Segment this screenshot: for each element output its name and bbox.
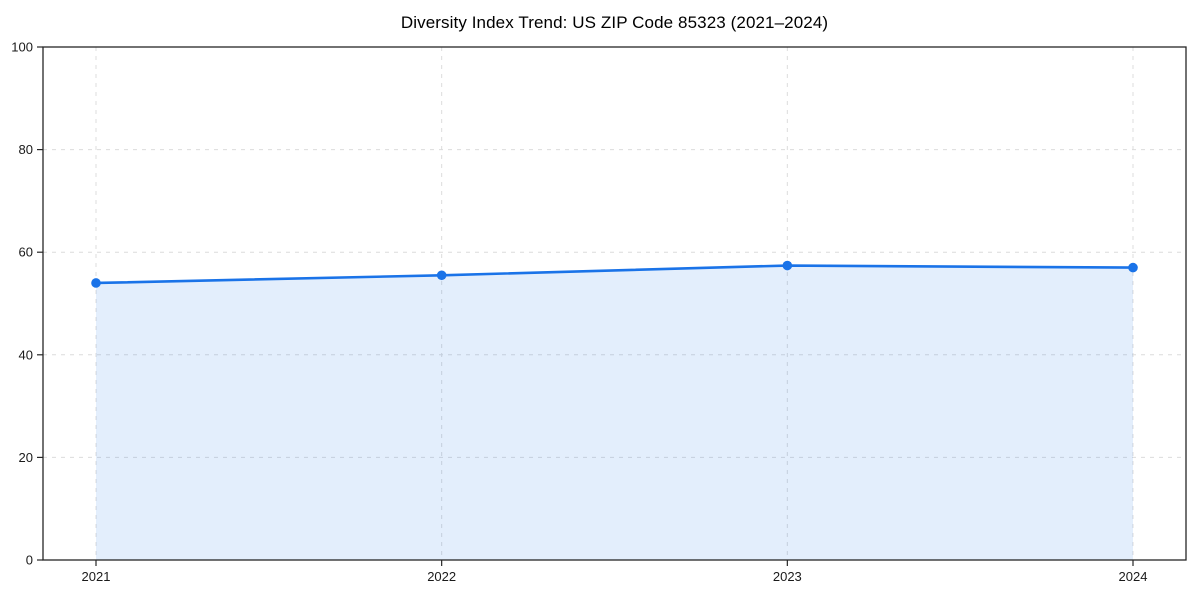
data-point-marker (91, 278, 101, 288)
y-tick-label: 40 (19, 347, 33, 362)
series-line (94, 264, 1135, 285)
x-tick-label: 2022 (427, 569, 456, 584)
x-tick-label: 2024 (1119, 569, 1148, 584)
x-tick-label: 2023 (773, 569, 802, 584)
y-tick-label: 80 (19, 142, 33, 157)
data-point-marker (782, 260, 793, 271)
series-area-fill (96, 265, 1133, 560)
y-tick-label: 60 (19, 245, 33, 260)
y-tick-label: 0 (26, 553, 33, 568)
chart-title: Diversity Index Trend: US ZIP Code 85323… (400, 13, 829, 32)
data-point-marker (436, 270, 447, 281)
y-tick-label: 100 (11, 40, 33, 55)
data-point-marker (1128, 262, 1138, 273)
y-tick-label: 20 (19, 450, 33, 465)
x-tick-label: 2021 (82, 569, 111, 584)
plot-border (42, 46, 1187, 561)
